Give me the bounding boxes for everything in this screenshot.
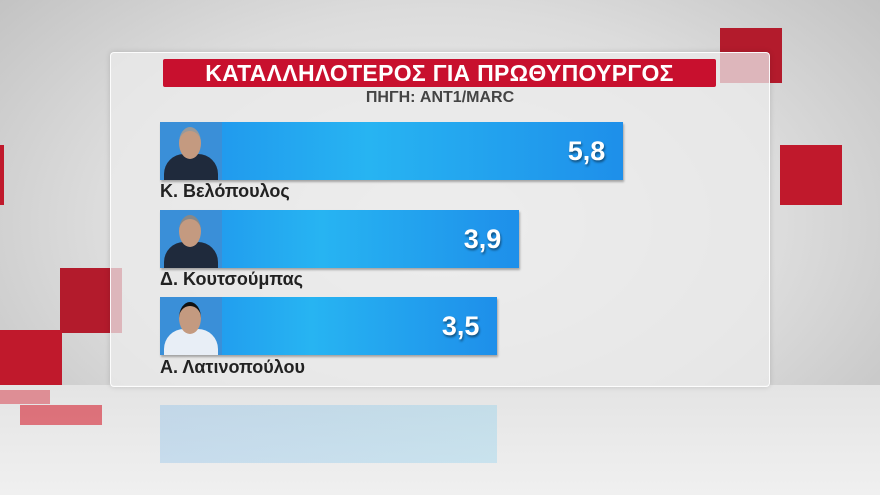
value-label: 5,8 (567, 136, 606, 166)
bar: 3,5 (160, 297, 498, 355)
category-label: Α. Λατινοπούλου (160, 357, 305, 377)
bg-square (0, 330, 62, 390)
chart-subtitle: ΠΗΓΗ: ANT1/MARC (365, 89, 515, 106)
bg-square (780, 145, 842, 205)
category-label: Κ. Βελόπουλος (160, 181, 290, 201)
bg-square (20, 405, 102, 425)
photo-head (179, 215, 201, 247)
candidate-photo (160, 210, 222, 268)
candidate-photo (160, 297, 222, 355)
value-label: 3,9 (463, 224, 502, 254)
candidate-photo (160, 122, 222, 180)
bg-square (0, 390, 50, 404)
photo-head (179, 302, 201, 334)
bar-reflection (160, 405, 498, 463)
category-label: Δ. Κουτσούμπας (160, 269, 304, 289)
value-label: 3,5 (441, 311, 480, 341)
chart-title: ΚΑΤΑΛΛΗΛΟΤΕΡΟΣ ΓΙΑ ΠΡΩΘΥΠΟΥΡΓΟΣ (163, 59, 716, 87)
floor (0, 385, 880, 495)
bar: 3,9 (160, 210, 520, 268)
bar: 5,8 (160, 122, 624, 180)
bg-square (0, 145, 4, 205)
photo-head (179, 127, 201, 159)
